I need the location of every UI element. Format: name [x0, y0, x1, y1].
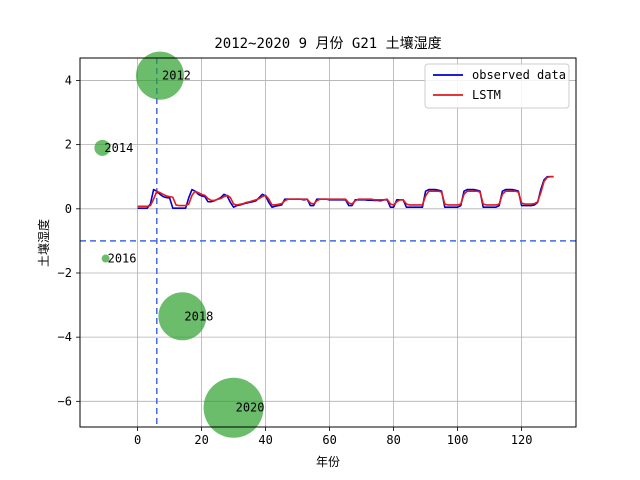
- x-tick-label: 20: [194, 433, 208, 447]
- bubble-labels: 2012 2014 2016 2018 2020: [104, 69, 264, 415]
- bubble-label-2014: 2014: [104, 141, 133, 155]
- x-tick-label: 120: [511, 433, 533, 447]
- x-tick-label: 0: [134, 433, 141, 447]
- legend-label-lstm: LSTM: [472, 88, 501, 102]
- bubble-2012: [136, 51, 184, 100]
- series-line-lstm: [137, 175, 554, 208]
- y-tick-label: 0: [65, 202, 72, 216]
- y-tick-label: −6: [58, 394, 72, 408]
- reference-lines: [80, 58, 576, 427]
- bubble-2014: [94, 139, 111, 156]
- bubble-2020: [203, 377, 264, 438]
- plot-area: [80, 58, 576, 427]
- series-lines: [137, 175, 554, 209]
- x-axis-label: 年份: [316, 455, 340, 469]
- legend-label-observed: observed data: [472, 68, 566, 82]
- x-tick-label: 40: [258, 433, 272, 447]
- y-axis-label: 土壤湿度: [36, 219, 51, 267]
- chart-title: 2012~2020 9 月份 G21 土壤湿度: [214, 35, 441, 52]
- x-axis-ticks: 0 20 40 60 80 100 120: [134, 427, 532, 447]
- x-tick-label: 100: [447, 433, 469, 447]
- bubble-layer: [94, 51, 264, 438]
- bubble-2018: [158, 292, 207, 341]
- grid-lines: [80, 58, 576, 427]
- x-tick-label: 80: [386, 433, 400, 447]
- plot-frame: [79, 57, 577, 428]
- y-axis-ticks: −6 −4 −2 0 2 4: [58, 73, 80, 408]
- y-tick-label: 2: [65, 138, 72, 152]
- bubble-label-2018: 2018: [184, 309, 213, 323]
- y-tick-label: −4: [58, 330, 72, 344]
- y-tick-label: 4: [65, 73, 72, 87]
- bubble-2016: [101, 254, 110, 263]
- y-tick-label: −2: [58, 266, 72, 280]
- bubble-label-2012: 2012: [162, 69, 191, 83]
- bubble-label-2016: 2016: [108, 252, 137, 266]
- legend: observed data LSTM: [424, 63, 570, 109]
- bubble-label-2020: 2020: [236, 401, 265, 415]
- x-tick-label: 60: [322, 433, 336, 447]
